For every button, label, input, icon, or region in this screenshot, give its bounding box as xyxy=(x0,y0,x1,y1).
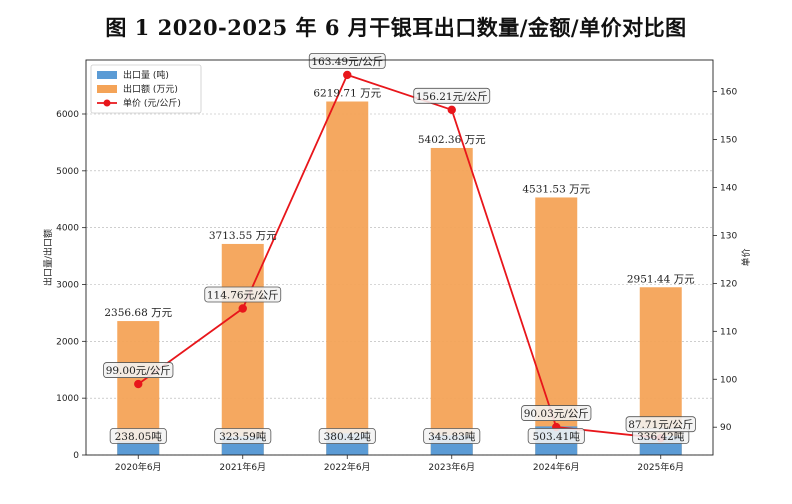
legend-amount-swatch xyxy=(97,85,117,93)
amount-bar xyxy=(430,147,473,455)
data-labels: 2356.68 万元 3713.55 万元 6219.71 万元 5402.36 万元… xyxy=(103,53,696,444)
x-tick-label: 2020年6月 xyxy=(115,461,162,473)
price-label: 99.00元/公斤 xyxy=(106,365,171,377)
x-tick-label: 2025年6月 xyxy=(637,461,684,473)
price-label: 114.76元/公斤 xyxy=(207,290,279,302)
legend-quantity-text: 出口量 (吨) xyxy=(123,69,169,81)
chart-title: 图 1 2020-2025 年 6 月干银耳出口数量/金额/单价对比图 xyxy=(105,15,687,40)
price-label-box xyxy=(204,286,282,303)
price-label-box xyxy=(308,53,386,69)
quantity-label: 380.42吨 xyxy=(324,430,372,443)
y-tick-label: 4000 xyxy=(56,224,79,234)
price-line-path xyxy=(137,73,661,440)
x-tick-label: 2023年6月 xyxy=(428,461,475,473)
y2-tick-label: 140 xyxy=(720,184,737,194)
price-label-box xyxy=(625,416,696,433)
y2-tick-label: 90 xyxy=(720,423,732,433)
amount-label: 3713.55 万元 xyxy=(209,230,277,242)
amount-label: 4531.53 万元 xyxy=(522,183,590,195)
amount-label: 2951.44 万元 xyxy=(627,273,695,285)
price-label-box xyxy=(103,362,174,378)
price-line xyxy=(134,70,665,443)
price-point xyxy=(134,379,143,389)
bars xyxy=(117,101,682,456)
price-point xyxy=(238,304,247,313)
price-label: 163.49元/公斤 xyxy=(311,56,383,68)
x-tick-label: 2022年6月 xyxy=(324,461,371,473)
y-tick-label: 3000 xyxy=(56,280,79,290)
y2-axis-label: 单价 xyxy=(740,248,752,266)
legend-price-marker xyxy=(103,99,111,107)
price-label: 156.21元/公斤 xyxy=(416,91,488,103)
amount-label: 2356.68 万元 xyxy=(104,307,172,319)
quantity-label-box xyxy=(318,428,376,444)
legend-quantity-swatch xyxy=(97,71,117,79)
y-tick-label: 6000 xyxy=(56,110,79,120)
x-tick-label: 2024年6月 xyxy=(533,461,580,473)
quantity-label: 336.42吨 xyxy=(637,430,685,443)
quantity-bar xyxy=(117,441,160,455)
y-tick-label: 2000 xyxy=(56,337,79,347)
quantity-label-box xyxy=(423,428,481,444)
y-tick-label: 5000 xyxy=(56,167,79,177)
legend-price-text: 单价 (元/公斤) xyxy=(123,97,181,109)
amount-bar xyxy=(326,101,369,456)
quantity-label-box xyxy=(527,428,585,444)
quantity-label-box xyxy=(109,428,167,444)
axes: 0 1000 2000 3000 4000 5000 6000 90 100 110 120 130 1… xyxy=(42,59,752,473)
y2-tick-label: 160 xyxy=(720,88,737,98)
y2-tick-label: 100 xyxy=(720,375,737,385)
y-tick-label: 1000 xyxy=(56,394,79,404)
price-label: 87.71元/公斤 xyxy=(628,419,693,431)
grid-lines xyxy=(86,113,713,456)
y-tick-label: 0 xyxy=(73,451,79,461)
amount-label: 5402.36 万元 xyxy=(418,134,486,146)
quantity-label: 503.41吨 xyxy=(533,430,581,443)
plot-frame xyxy=(85,59,714,456)
quantity-label-box xyxy=(214,428,272,444)
legend: 出口量 (吨) 出口额 (万元) 单价 (元/公斤) xyxy=(90,64,202,114)
price-label: 90.03元/公斤 xyxy=(524,408,589,420)
quantity-label: 323.59吨 xyxy=(219,430,267,443)
y2-tick-label: 110 xyxy=(720,327,737,337)
y2-tick-label: 120 xyxy=(720,279,737,289)
y2-tick-label: 150 xyxy=(720,136,737,146)
legend-box xyxy=(90,64,202,114)
price-label-box xyxy=(521,405,592,421)
quantity-label: 238.05吨 xyxy=(115,430,163,443)
amount-label: 6219.71 万元 xyxy=(313,88,381,100)
y-axis-label: 出口量/出口额 xyxy=(42,229,54,286)
y2-tick-label: 130 xyxy=(720,231,737,241)
price-label-box xyxy=(413,87,491,104)
price-point xyxy=(343,70,352,80)
quantity-label: 345.83吨 xyxy=(428,430,476,443)
x-tick-label: 2021年6月 xyxy=(219,461,266,473)
price-point xyxy=(447,105,456,115)
legend-amount-text: 出口额 (万元) xyxy=(123,83,178,95)
